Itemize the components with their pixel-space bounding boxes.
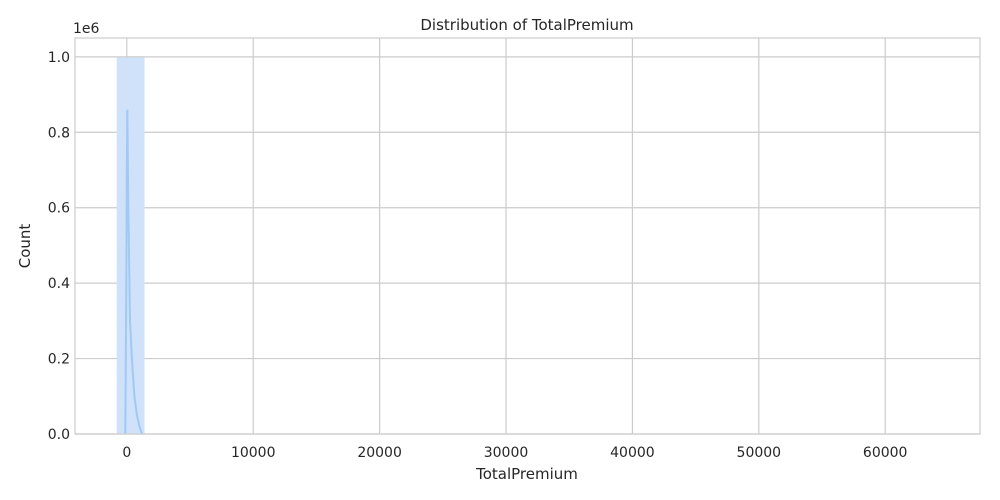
x-tick-label-2: 20000 [357,445,402,461]
ticks-layer: 0 10000 20000 30000 40000 50000 60000 0.0 0.2 0.4… [48,50,908,461]
bars-layer [116,57,145,435]
y-tick-label-3: 0.6 [48,201,70,217]
y-axis-label: Count [16,224,34,269]
y-tick-label-0: 0.0 [48,427,70,443]
x-tick-label-0: 0 [122,445,131,461]
x-tick-label-3: 30000 [484,445,529,461]
y-tick-label-1: 0.2 [48,352,70,368]
x-tick-label-5: 50000 [737,445,782,461]
x-tick-label-1: 10000 [231,445,276,461]
plot-frame [74,37,981,435]
grid-layer [75,38,980,435]
y-offset-text: 1e6 [73,21,100,37]
histogram-bar-0 [116,57,145,435]
y-tick-label-2: 0.4 [48,276,70,292]
kde-line [124,109,143,435]
y-tick-label-5: 1.0 [48,50,70,66]
y-tick-label-4: 0.8 [48,125,70,141]
x-tick-label-6: 60000 [863,445,908,461]
x-tick-label-4: 40000 [610,445,655,461]
kde-layer [124,109,143,435]
x-axis-label: TotalPremium [475,465,578,483]
frame-layer [74,37,981,435]
chart-title: Distribution of TotalPremium [420,16,633,34]
